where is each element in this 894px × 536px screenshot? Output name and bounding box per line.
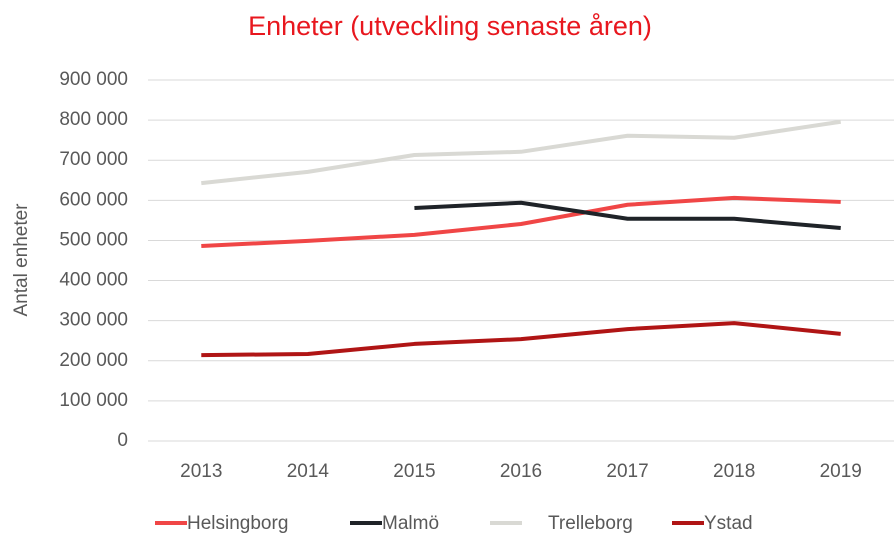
x-tick-label: 2018 — [713, 461, 755, 482]
y-tick-label: 100 000 — [59, 390, 128, 411]
series-line — [201, 321, 841, 358]
y-tick-label: 800 000 — [59, 109, 128, 130]
x-tick-label: 2019 — [820, 461, 862, 482]
legend-label: Ystad — [704, 513, 753, 534]
chart-title: Enheter (utveckling senaste åren) — [248, 11, 652, 41]
y-tick-label: 200 000 — [59, 350, 128, 371]
y-tick-label: 700 000 — [59, 149, 128, 170]
y-tick-label: 500 000 — [59, 229, 128, 250]
x-tick-label: 2014 — [287, 461, 330, 482]
y-tick-label: 0 — [117, 430, 128, 451]
y-tick-label: 900 000 — [59, 69, 128, 90]
x-tick-label: 2015 — [393, 461, 435, 482]
x-tick-label: 2013 — [180, 461, 222, 482]
series-line — [201, 119, 842, 186]
x-tick-label: 2016 — [500, 461, 542, 482]
x-tick-label: 2017 — [606, 461, 648, 482]
y-axis-label: Antal enheter — [11, 203, 32, 317]
y-tick-label: 600 000 — [59, 189, 128, 210]
series-line — [414, 200, 841, 231]
y-tick-label: 300 000 — [59, 310, 128, 331]
legend-label: Malmö — [382, 513, 439, 534]
series-line — [201, 195, 841, 249]
legend-label: Helsingborg — [187, 513, 288, 534]
legend-label: Trelleborg — [548, 513, 633, 534]
y-tick-label: 400 000 — [59, 270, 128, 291]
